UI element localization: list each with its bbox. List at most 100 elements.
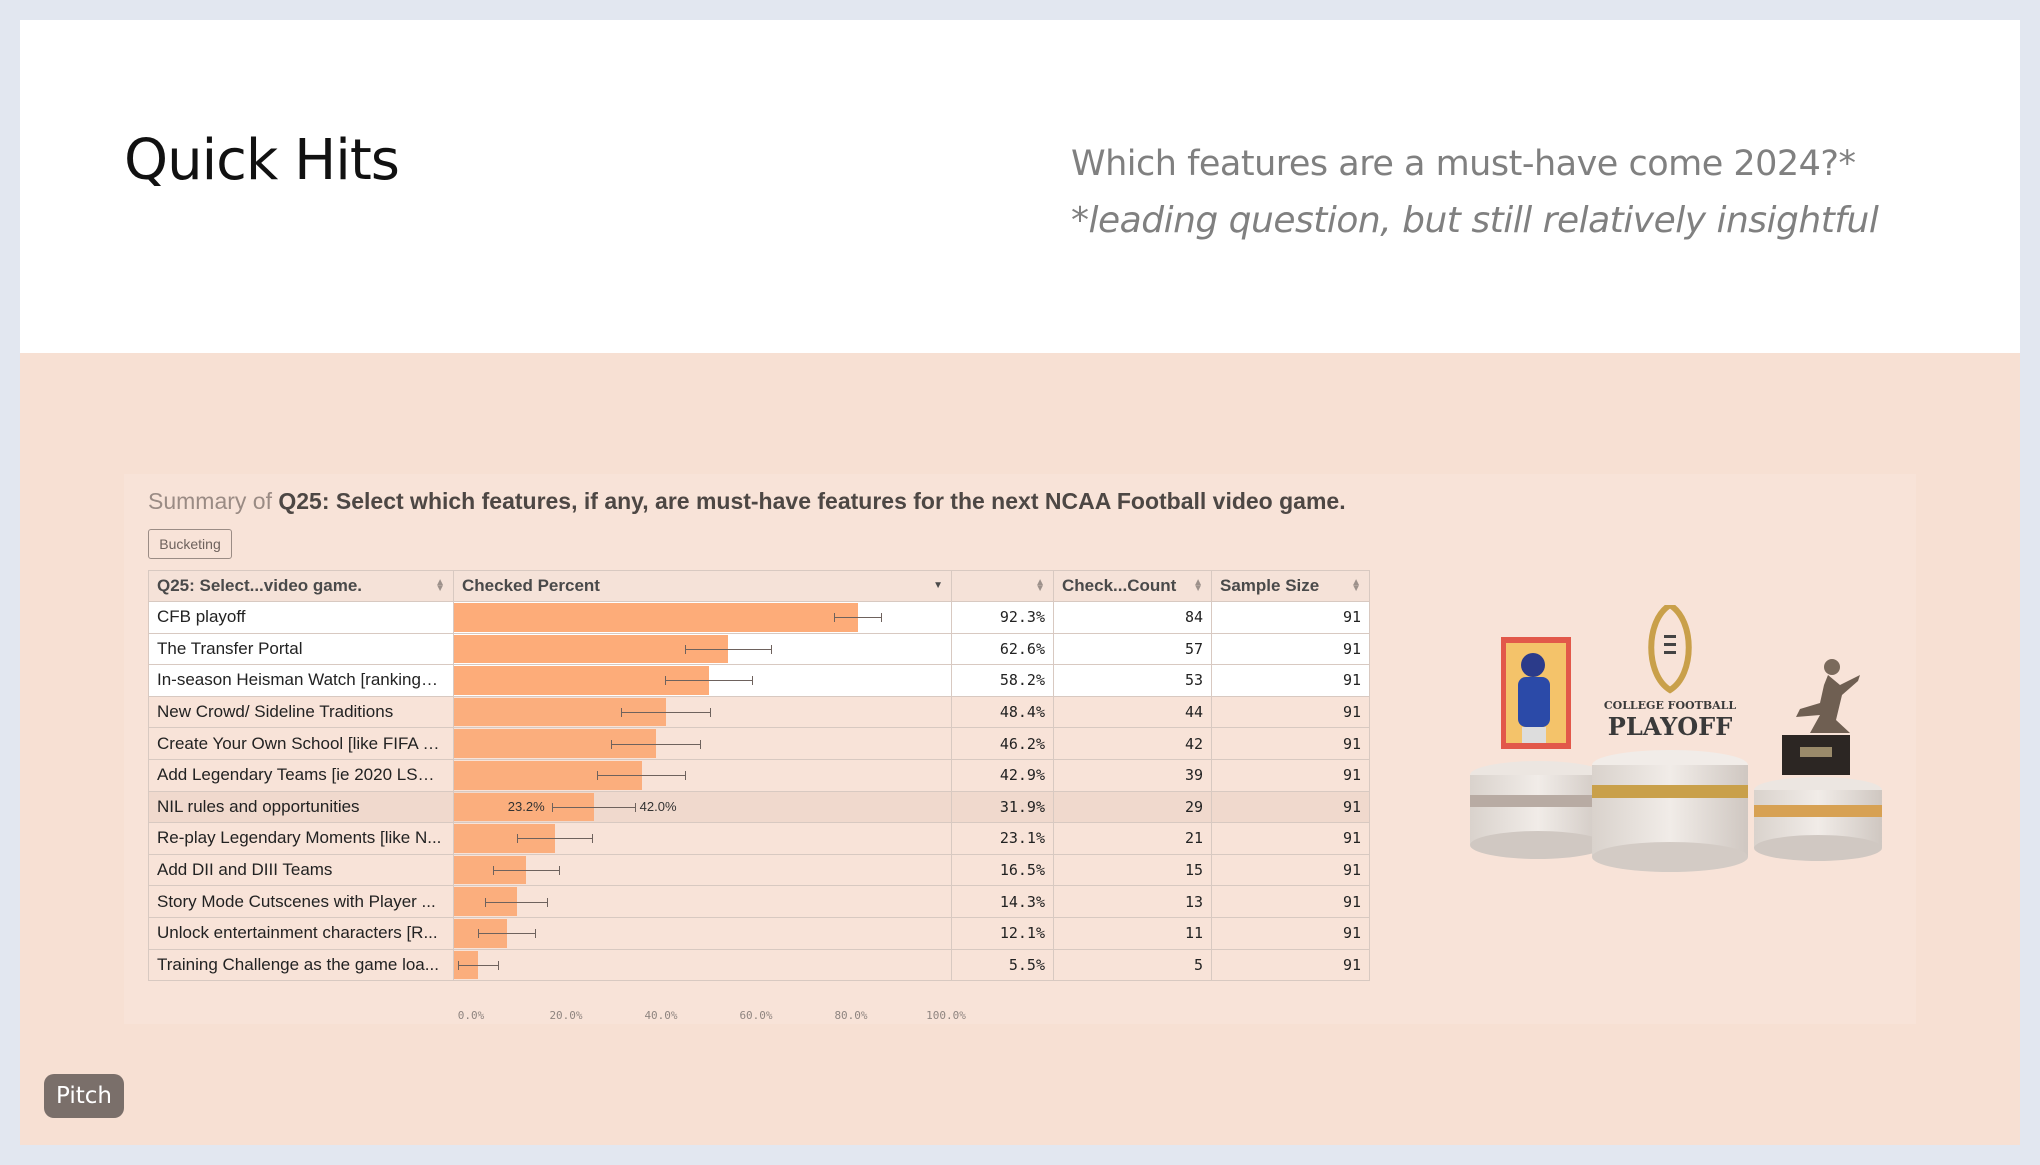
summary-prefix: Summary of <box>148 488 272 514</box>
row-label: In-season Heisman Watch [rankings,... <box>148 664 454 697</box>
axis-tick-label: 60.0% <box>739 1009 773 1022</box>
sample-size: 91 <box>1211 948 1370 982</box>
table-header-row: Q25: Select...video game. ▲ ▼ Checked Perc… <box>148 570 1370 602</box>
row-label: CFB playoff <box>148 601 454 634</box>
error-bar <box>664 676 754 686</box>
row-label: Add DII and DIII Teams <box>148 853 454 887</box>
sort-desc-icon: ▼ <box>933 580 943 591</box>
bar-cell <box>453 853 952 887</box>
percent-value: 62.6% <box>951 632 1054 666</box>
slide-subtitle: Which features are a must-have come 2024… <box>1071 144 1856 184</box>
percent-value: 14.3% <box>951 885 1054 918</box>
pitch-badge[interactable]: Pitch <box>44 1074 124 1118</box>
row-label: Re-play Legendary Moments [like N... <box>148 822 454 855</box>
axis-tick-label: 0.0% <box>457 1009 485 1022</box>
table-row[interactable]: Training Challenge as the game loa... 5.5… <box>148 948 1370 982</box>
column-header-checked-count[interactable]: Check...Count ▲ ▼ <box>1053 570 1212 602</box>
checked-count: 44 <box>1053 695 1212 729</box>
table-row[interactable]: CFB playoff 92.3% 84 91 <box>148 601 1370 634</box>
ci-high-label: 42.0% <box>639 798 677 814</box>
bar-cell <box>453 822 952 855</box>
summary-question: Q25: Select which features, if any, are … <box>278 488 1346 514</box>
error-bar <box>684 644 772 654</box>
table-row[interactable]: Unlock entertainment characters [R... 12.… <box>148 916 1370 950</box>
axis-tick-label: 80.0% <box>834 1009 868 1022</box>
slide-title: Quick Hits <box>124 128 400 193</box>
art-caption-1: COLLEGE FOOTBALL <box>1604 699 1737 712</box>
row-label: Training Challenge as the game loa... <box>148 948 454 982</box>
percent-bar <box>454 634 729 664</box>
table-row[interactable]: New Crowd/ Sideline Traditions 48.4% 44 91 <box>148 695 1370 729</box>
checked-count: 13 <box>1053 885 1212 918</box>
bucketing-button[interactable]: Bucketing <box>148 529 232 559</box>
error-bar <box>597 771 687 781</box>
error-bar <box>551 802 636 812</box>
column-header-sample-size[interactable]: Sample Size ▲ ▼ <box>1211 570 1370 602</box>
column-header-label[interactable]: Q25: Select...video game. ▲ ▼ <box>148 570 454 602</box>
table-row[interactable]: Add DII and DIII Teams 16.5% 15 91 <box>148 853 1370 887</box>
sample-size: 91 <box>1211 758 1370 792</box>
ci-low-label: 23.2% <box>507 798 545 814</box>
column-header-percent-value[interactable]: ▲ ▼ <box>951 570 1054 602</box>
table-row[interactable]: Add Legendary Teams [ie 2020 LSU ... 42.9… <box>148 758 1370 792</box>
row-label: Add Legendary Teams [ie 2020 LSU ... <box>148 758 454 792</box>
table-row[interactable]: In-season Heisman Watch [rankings,... 58.… <box>148 664 1370 697</box>
percent-value: 46.2% <box>951 727 1054 760</box>
bar-cell <box>453 758 952 792</box>
sort-icon: ▲ ▼ <box>435 577 445 594</box>
bar-cell <box>453 664 952 697</box>
percent-value: 58.2% <box>951 664 1054 697</box>
table-row[interactable]: Create Your Own School [like FIFA U... 46… <box>148 727 1370 760</box>
sample-size: 91 <box>1211 916 1370 950</box>
row-label: The Transfer Portal <box>148 632 454 666</box>
sample-size: 91 <box>1211 632 1370 666</box>
error-bar <box>611 739 702 749</box>
axis-tick-label: 40.0% <box>644 1009 678 1022</box>
row-label: New Crowd/ Sideline Traditions <box>148 695 454 729</box>
row-label: NIL rules and opportunities <box>148 790 454 824</box>
checked-count: 53 <box>1053 664 1212 697</box>
error-bar <box>457 960 499 970</box>
sample-size: 91 <box>1211 695 1370 729</box>
checked-count: 29 <box>1053 790 1212 824</box>
bar-cell <box>453 632 952 666</box>
percent-bar <box>454 603 859 632</box>
table-row[interactable]: Re-play Legendary Moments [like N... 23.1… <box>148 822 1370 855</box>
error-bar <box>492 866 560 876</box>
error-bar <box>621 708 711 718</box>
checked-count: 84 <box>1053 601 1212 634</box>
bar-cell: 23.2% 42.0% <box>453 790 952 824</box>
sort-icon: ▲ ▼ <box>1351 577 1361 594</box>
table-row[interactable]: The Transfer Portal 62.6% 57 91 <box>148 632 1370 666</box>
percent-value: 23.1% <box>951 822 1054 855</box>
sort-icon: ▲ ▼ <box>1035 577 1045 594</box>
axis-tick-label: 20.0% <box>549 1009 583 1022</box>
percent-value: 42.9% <box>951 758 1054 792</box>
sample-size: 91 <box>1211 664 1370 697</box>
table-row[interactable]: NIL rules and opportunities 23.2% 42.0% 31.… <box>148 790 1370 824</box>
checked-count: 57 <box>1053 632 1212 666</box>
percent-value: 5.5% <box>951 948 1054 982</box>
playoff-trophy-art: COLLEGE FOOTBALL PLAYOFF <box>1470 605 1882 872</box>
table-row[interactable]: Story Mode Cutscenes with Player ... 14.3… <box>148 885 1370 918</box>
error-bar <box>477 929 537 939</box>
sample-size: 91 <box>1211 885 1370 918</box>
row-label: Unlock entertainment characters [R... <box>148 916 454 950</box>
bar-cell <box>453 916 952 950</box>
bar-cell <box>453 948 952 982</box>
checked-count: 15 <box>1053 853 1212 887</box>
sample-size: 91 <box>1211 822 1370 855</box>
summary-heading: Summary of Q25: Select which features, i… <box>148 488 1346 515</box>
column-header-checked-percent[interactable]: Checked Percent ▼ <box>453 570 952 602</box>
bar-cell <box>453 885 952 918</box>
bar-cell <box>453 695 952 729</box>
row-label: Story Mode Cutscenes with Player ... <box>148 885 454 918</box>
error-bar <box>517 834 594 844</box>
sample-size: 91 <box>1211 790 1370 824</box>
checked-count: 39 <box>1053 758 1212 792</box>
percent-axis: 0.0% 20.0% 40.0% 60.0% 80.0% 100.0% <box>453 1009 966 1027</box>
summary-table: Q25: Select...video game. ▲ ▼ Checked Perc… <box>148 570 1370 982</box>
slide-subnote: *leading question, but still relatively … <box>1071 200 1879 241</box>
percent-value: 48.4% <box>951 695 1054 729</box>
sort-icon: ▲ ▼ <box>1193 577 1203 594</box>
